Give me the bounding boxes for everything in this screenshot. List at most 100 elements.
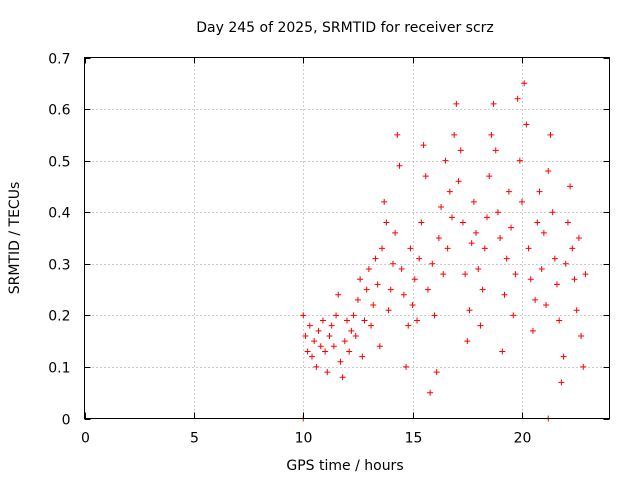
data-point (455, 178, 462, 185)
x-axis-label: GPS time / hours (286, 458, 403, 474)
data-point (468, 240, 475, 247)
data-point (418, 219, 425, 226)
data-point (389, 260, 396, 267)
y-tick-label: 0.6 (48, 103, 70, 119)
tick-labels: 0 5 10 15 20 0 0.1 0.2 0.3 0.4 0.5 0.6 0.7 (48, 52, 531, 447)
data-point (422, 173, 429, 180)
data-point (575, 235, 582, 241)
data-point (503, 255, 510, 262)
data-point (304, 348, 311, 355)
y-tick-label: 0.2 (48, 309, 70, 325)
data-point (411, 276, 418, 283)
data-point (477, 322, 484, 329)
data-point (348, 327, 355, 334)
data-point (427, 389, 434, 396)
data-point (523, 121, 530, 128)
grid-lines (84, 57, 610, 419)
y-tick-label: 0.3 (48, 258, 70, 274)
data-point (374, 281, 381, 288)
data-point (499, 348, 506, 355)
data-point (376, 343, 383, 350)
data-point (319, 317, 326, 324)
x-tick-label: 15 (405, 431, 423, 447)
data-point (545, 167, 552, 174)
data-point (394, 131, 401, 138)
data-point (490, 100, 497, 107)
data-point (333, 312, 340, 319)
data-point (440, 271, 447, 278)
data-point (372, 255, 379, 262)
data-point (562, 260, 569, 267)
data-point (573, 307, 580, 314)
x-tick-label: 5 (190, 431, 199, 447)
data-point (556, 317, 563, 324)
data-point (527, 276, 534, 283)
data-point (560, 353, 567, 360)
data-point (429, 260, 436, 267)
data-point (398, 265, 405, 272)
data-point (466, 307, 473, 314)
data-point (578, 332, 585, 339)
data-point (505, 188, 512, 195)
data-point (453, 100, 460, 107)
x-tick-label: 20 (514, 431, 532, 447)
data-point (462, 271, 469, 278)
data-point (481, 245, 488, 252)
data-point (359, 353, 366, 360)
data-point (324, 369, 331, 376)
data-point (381, 198, 388, 205)
plot-frame (84, 57, 610, 419)
data-point (368, 322, 375, 329)
data-point (431, 312, 438, 319)
y-tick-label: 0.7 (48, 52, 70, 68)
data-point (337, 358, 344, 365)
data-point (470, 198, 477, 205)
data-point (328, 322, 335, 329)
data-point (444, 245, 451, 252)
data-point (508, 224, 515, 231)
data-point (326, 332, 333, 339)
data-point (534, 219, 541, 226)
data-point (532, 296, 539, 303)
data-point (414, 317, 420, 324)
data-point (549, 209, 556, 216)
data-point (339, 374, 346, 381)
data-point (315, 327, 322, 334)
data-point (385, 307, 392, 314)
chart-title: Day 245 of 2025, SRMTID for receiver scr… (196, 20, 494, 36)
data-point (488, 131, 495, 138)
data-point (521, 80, 528, 87)
data-point (486, 173, 493, 180)
data-point (582, 271, 589, 278)
data-point (554, 281, 560, 288)
data-point (396, 162, 403, 169)
data-point (540, 229, 547, 236)
data-point (407, 245, 414, 252)
data-point (379, 245, 385, 252)
data-point (300, 312, 307, 319)
data-point (479, 286, 486, 293)
data-point (580, 363, 587, 370)
y-tick-label: 0.1 (48, 361, 70, 377)
data-point (346, 348, 353, 355)
data-point (525, 245, 532, 252)
data-point (475, 265, 482, 272)
data-point (564, 219, 571, 226)
data-point (357, 276, 364, 283)
data-point (473, 229, 480, 236)
y-tick-label: 0.4 (48, 206, 70, 222)
data-point (309, 353, 315, 360)
data-point (451, 131, 458, 138)
data-point (387, 286, 394, 293)
data-point (510, 312, 517, 319)
data-point (322, 348, 329, 355)
data-point (370, 302, 377, 309)
data-point (403, 363, 410, 370)
data-point (494, 209, 501, 216)
data-point (416, 255, 423, 262)
data-point (365, 265, 372, 272)
data-point (341, 338, 348, 345)
data-points (300, 80, 589, 422)
data-point (435, 235, 442, 241)
data-point (424, 286, 431, 293)
